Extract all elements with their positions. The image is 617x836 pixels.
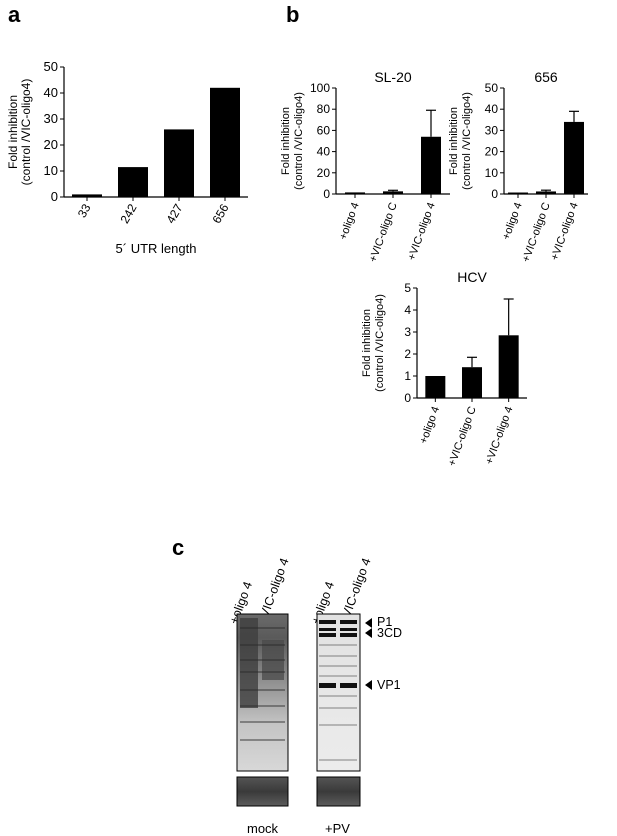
chart-3-y-tick-label: 20 bbox=[485, 145, 499, 159]
chart-4-bar bbox=[425, 376, 446, 398]
chart-1-y-axis-label: Fold inhibition bbox=[6, 95, 20, 169]
chart-4-y-axis-label: Fold inhibition bbox=[361, 309, 373, 377]
chart-1-bar bbox=[72, 194, 102, 197]
chart-4-bar bbox=[498, 335, 519, 398]
pv-blot bbox=[316, 613, 361, 772]
chart-1-x-axis-label: 5´ UTR length bbox=[116, 241, 197, 256]
chart-1-y-tick-label: 10 bbox=[44, 163, 58, 178]
marker-label-vp1: VP1 bbox=[377, 678, 401, 692]
mock-blot bbox=[236, 613, 289, 772]
panel-b-letter: b bbox=[286, 2, 300, 27]
panel-a-letter: a bbox=[8, 2, 21, 27]
chart-3-bar bbox=[564, 121, 584, 194]
chart-4-y-tick-label: 3 bbox=[404, 325, 411, 339]
chart-1-bar bbox=[210, 87, 240, 197]
chart-2-y-tick-label: 40 bbox=[317, 145, 331, 159]
chart-4-y-tick-label: 2 bbox=[404, 347, 411, 361]
chart-3-y-tick-label: 50 bbox=[485, 81, 499, 95]
chart-1-y-tick-label: 50 bbox=[44, 59, 58, 74]
chart-3-title: 656 bbox=[534, 69, 558, 85]
chart-3-bar bbox=[508, 192, 528, 195]
chart-1-y-axis-label: (control /VIC-oligo4) bbox=[19, 79, 33, 186]
chart-1-y-tick-label: 0 bbox=[51, 189, 58, 204]
chart-1-category-label: 33 bbox=[75, 201, 94, 220]
chart-2-bar bbox=[345, 192, 365, 194]
marker-arrow-vp1 bbox=[365, 680, 372, 690]
marker-arrow-p1 bbox=[365, 618, 372, 628]
chart-4-y-axis-label: (control /VIC-oligo4) bbox=[374, 294, 386, 392]
chart-2-bar bbox=[383, 191, 403, 194]
chart-3-y-tick-label: 0 bbox=[491, 187, 498, 201]
chart-1-bar bbox=[118, 167, 148, 197]
chart-1-y-tick-label: 20 bbox=[44, 137, 58, 152]
chart-3-y-axis-label: (control /VIC-oligo4) bbox=[461, 92, 473, 190]
marker-label-3cd: 3CD bbox=[377, 626, 403, 640]
chart-2-y-axis-label: (control /VIC-oligo4) bbox=[293, 92, 305, 190]
chart-2-title: SL-20 bbox=[374, 69, 412, 85]
chart-4-y-tick-label: 5 bbox=[404, 281, 411, 295]
marker-label-p1: P1 bbox=[377, 615, 393, 629]
chart-2-y-tick-label: 20 bbox=[317, 166, 331, 180]
chart-2-bar bbox=[421, 136, 441, 194]
pv-loading-control bbox=[316, 776, 361, 807]
marker-arrow-3cd bbox=[365, 628, 372, 638]
chart-2-y-tick-label: 80 bbox=[317, 102, 331, 116]
chart-4-y-tick-label: 4 bbox=[404, 303, 411, 317]
chart-2-y-tick-label: 60 bbox=[317, 123, 331, 137]
chart-3-bar bbox=[536, 191, 556, 194]
chart-2-y-tick-label: 100 bbox=[310, 81, 330, 95]
chart-4-bar bbox=[462, 367, 482, 398]
chart-1-bar bbox=[164, 129, 194, 197]
mock-loading-control bbox=[236, 776, 289, 807]
chart-4-title: HCV bbox=[457, 269, 487, 285]
chart-3-y-tick-label: 10 bbox=[485, 166, 499, 180]
condition-label-mock: mock bbox=[247, 821, 279, 836]
chart-2-y-tick-label: 0 bbox=[323, 187, 330, 201]
chart-3-y-axis-label: Fold inhibition bbox=[448, 107, 460, 175]
chart-4-y-tick-label: 0 bbox=[404, 391, 411, 405]
chart-1-y-tick-label: 30 bbox=[44, 111, 58, 126]
chart-1-y-tick-label: 40 bbox=[44, 85, 58, 100]
condition-label-pv: +PV bbox=[325, 821, 350, 836]
chart-2-y-axis-label: Fold inhibition bbox=[280, 107, 292, 175]
chart-3-y-tick-label: 30 bbox=[485, 123, 499, 137]
chart-3-y-tick-label: 40 bbox=[485, 102, 499, 116]
chart-4-y-tick-label: 1 bbox=[404, 369, 411, 383]
panel-c-letter: c bbox=[172, 535, 185, 560]
